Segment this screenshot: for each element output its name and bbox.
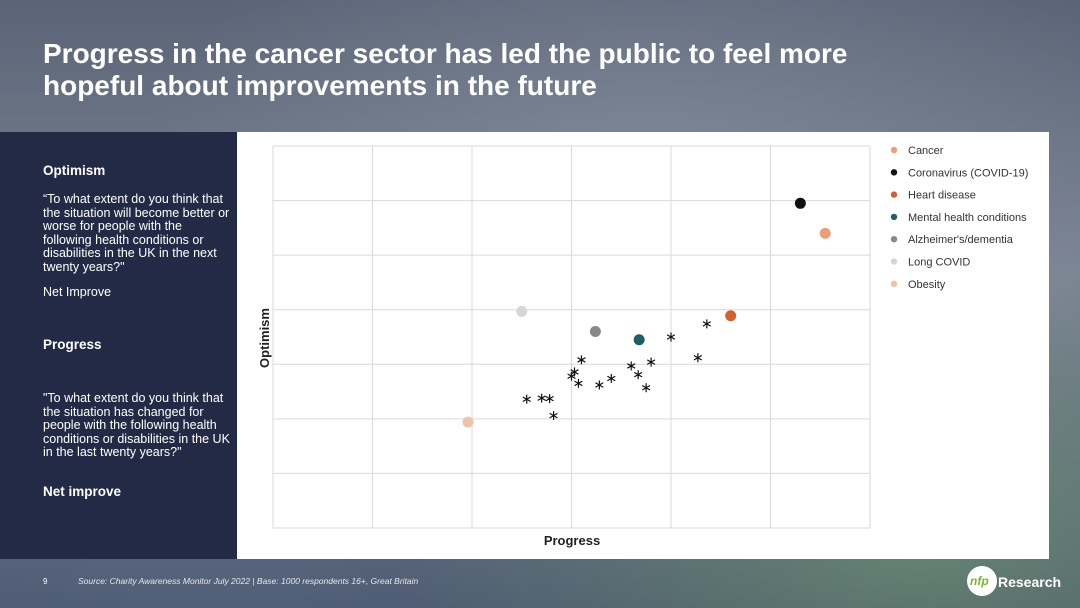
other-conditions-markers bbox=[522, 319, 712, 421]
slide-title: Progress in the cancer sector has led th… bbox=[43, 38, 848, 101]
legend-marker-cancer bbox=[890, 146, 898, 154]
asterisk-point bbox=[646, 357, 656, 367]
asterisk-point bbox=[545, 394, 554, 404]
x-axis-title: Progress bbox=[544, 533, 600, 548]
legend-label-long-covid: Long COVID bbox=[908, 257, 970, 269]
point-heart-disease bbox=[725, 310, 737, 322]
legend-label-cancer: Cancer bbox=[908, 145, 944, 157]
asterisk-point bbox=[607, 373, 616, 383]
asterisk-point bbox=[627, 361, 636, 371]
legend-marker-long-covid bbox=[890, 258, 898, 265]
progress-measure: Net improve bbox=[43, 484, 122, 499]
legend-label-coronavirus-covid-19: Coronavirus (COVID-19) bbox=[908, 167, 1028, 179]
asterisk-point bbox=[577, 355, 586, 365]
point-cancer bbox=[819, 227, 831, 239]
page-number: 9 bbox=[43, 577, 48, 586]
point-alzheimer-s-dementia bbox=[589, 326, 601, 338]
asterisk-point bbox=[522, 394, 531, 404]
definitions-panel: Optimism “To what extent do you think th… bbox=[0, 132, 237, 559]
asterisk-point bbox=[574, 378, 583, 388]
asterisk-point bbox=[702, 319, 712, 329]
point-long-covid bbox=[516, 305, 528, 317]
asterisk-point bbox=[549, 411, 558, 421]
legend-marker-heart-disease bbox=[890, 191, 898, 198]
asterisk-point bbox=[537, 393, 546, 403]
asterisk-point bbox=[633, 370, 643, 380]
point-obesity bbox=[462, 416, 474, 428]
legend-label-heart-disease: Heart disease bbox=[908, 190, 976, 202]
chart-grid bbox=[272, 145, 871, 529]
asterisk-point bbox=[595, 380, 604, 390]
legend-label-alzheimer-s-dementia: Alzheimer's/dementia bbox=[908, 234, 1014, 246]
legend-marker-alzheimer-s-dementia bbox=[890, 236, 898, 243]
logo-circle bbox=[967, 566, 997, 596]
legend-marker-obesity bbox=[890, 280, 898, 287]
asterisk-point bbox=[693, 353, 703, 363]
optimism-heading: Optimism bbox=[43, 163, 106, 178]
source-note: Source: Charity Awareness Monitor July 2… bbox=[78, 576, 419, 586]
point-coronavirus-covid-19 bbox=[794, 197, 806, 209]
progress-heading: Progress bbox=[43, 337, 102, 352]
optimism-question: “To what extent do you think that the si… bbox=[43, 192, 230, 274]
legend-marker-mental-health-conditions bbox=[890, 213, 898, 221]
optimism-measure: Net Improve bbox=[43, 285, 112, 299]
point-mental-health-conditions bbox=[633, 334, 645, 346]
chart-legend: Cancer Coronavirus (COVID-19) Heart diseas… bbox=[890, 145, 1028, 291]
nfp-research-logo: nfp Research bbox=[967, 566, 1061, 598]
asterisk-point bbox=[570, 367, 579, 377]
progress-question: "To what extent do you think that the si… bbox=[43, 391, 230, 459]
legend-label-mental-health-conditions: Mental health conditions bbox=[908, 212, 1027, 224]
asterisk-point bbox=[666, 332, 676, 342]
asterisk-point bbox=[641, 383, 651, 393]
scatter-chart: Cancer Coronavirus (COVID-19) Heart diseas… bbox=[257, 145, 1028, 548]
legend-marker-coronavirus-covid-19 bbox=[890, 169, 898, 176]
y-axis-title: Optimism bbox=[257, 308, 272, 368]
chart-panel: Cancer Coronavirus (COVID-19) Heart diseas… bbox=[237, 132, 1049, 559]
legend-label-obesity: Obesity bbox=[908, 279, 946, 291]
highlighted-points bbox=[462, 197, 831, 428]
